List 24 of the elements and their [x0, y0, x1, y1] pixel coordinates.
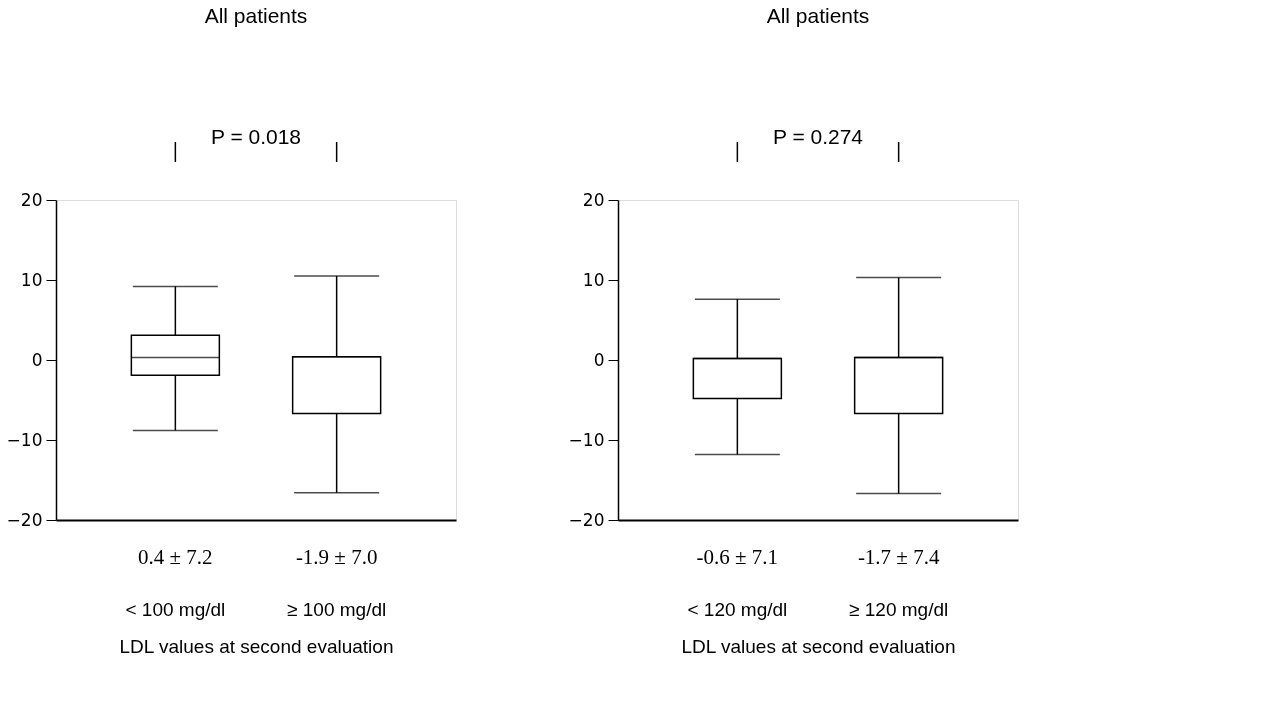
x-axis-title: LDL values at second evaluation	[681, 635, 956, 657]
text: -0.6 ± 7.1	[696, 545, 779, 569]
y-tick-label: 10	[582, 269, 605, 290]
y-tick-label: −10	[6, 429, 43, 450]
y-tick-label: 0	[593, 349, 605, 370]
y-tick-label: −10	[568, 429, 605, 450]
x-tick-label: ≥ 120 mg/dl	[849, 598, 949, 620]
text: -1.9 ± 7.0	[295, 545, 378, 569]
text: 0.4 ± 7.2	[138, 545, 213, 569]
y-tick-label: −20	[6, 509, 43, 530]
x-tick-label: < 120 mg/dl	[687, 598, 788, 620]
y-tick-label: −20	[568, 509, 605, 530]
y-tick-label: 0	[31, 349, 43, 370]
y-tick-label: 20	[582, 189, 605, 210]
text: P = 0.018	[210, 125, 302, 148]
x-tick-label: < 100 mg/dl	[125, 598, 226, 620]
x-tick-label: ≥ 100 mg/dl	[287, 598, 387, 620]
y-tick-label: 20	[20, 189, 43, 210]
text: P = 0.274	[772, 125, 864, 148]
text: -1.7 ± 7.4	[857, 545, 940, 569]
x-axis-title: LDL values at second evaluation	[119, 635, 394, 657]
chart-title: All patients	[766, 4, 870, 27]
y-tick-label: 10	[20, 269, 43, 290]
chart-title: All patients	[204, 4, 308, 27]
